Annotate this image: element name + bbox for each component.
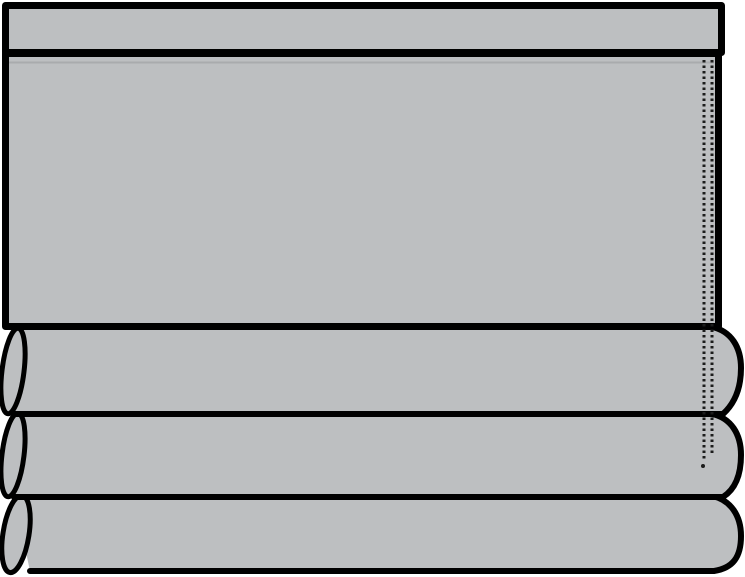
shade-fold-2	[11, 411, 744, 500]
shade-fold-3	[11, 493, 744, 574]
cord-end-dot	[701, 464, 705, 468]
headrail	[2, 2, 725, 56]
shade-panel	[2, 50, 722, 330]
shade-fold-1	[11, 324, 744, 417]
